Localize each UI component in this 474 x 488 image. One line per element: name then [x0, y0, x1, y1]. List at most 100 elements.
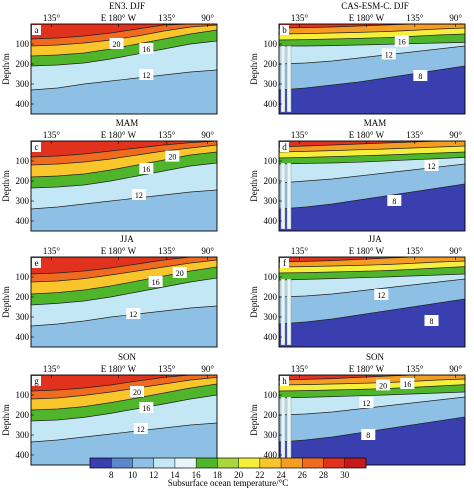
band-t20-g: [31, 384, 217, 421]
contour-label-box-g: [133, 423, 148, 434]
panel-title-h: SON: [366, 352, 385, 362]
band-top-c: [31, 141, 217, 157]
y-tick-label-g-2: 300: [16, 430, 30, 440]
x-tick-label-e-1: E 180° W: [101, 246, 137, 256]
y-tick-label-g-3: 400: [16, 450, 30, 460]
panel-d-strip-2: [286, 162, 292, 230]
panel-title-b: CAS-ESM-C. DJF: [341, 1, 409, 11]
panel-c-frame: [30, 140, 218, 232]
band-t20-e: [31, 267, 217, 305]
colorbar-tick-label-30: 30: [340, 470, 350, 480]
panel-letter-e: e: [35, 258, 39, 268]
panel-b-strip-2: [286, 45, 292, 113]
panel-letter-g: g: [34, 376, 39, 386]
panel-d-strip: [280, 162, 286, 230]
isotherm-t24-c: [31, 144, 217, 166]
band-t28-g: [31, 375, 217, 399]
y-tick-label-a-2: 300: [16, 79, 30, 89]
x-tick-label-h-0: 135°: [291, 364, 309, 374]
panel-letter-box-h: [280, 376, 289, 386]
panel-letter-box-f: [280, 258, 289, 268]
x-tick-label-b-2: 135°: [406, 13, 424, 23]
band-t20-h: [279, 384, 465, 398]
contour-label-16-c: 16: [142, 165, 150, 174]
colorbar: 8 10 12 14 16 18 20 22 24 26 28 30 Subsurface ocean …: [89, 457, 367, 488]
colorbar-tick-label-22: 22: [255, 470, 264, 480]
contour-label-box-h: [361, 429, 376, 440]
x-tick-label-c-3: 90°: [201, 130, 214, 140]
contour-label-box-h: [359, 397, 374, 408]
panel-f-strip-2: [286, 278, 292, 346]
band-deep-e: [31, 306, 217, 347]
y-tick-label-a-3: 400: [16, 99, 30, 109]
y-tick-label-b-2: 300: [264, 79, 278, 89]
contour-label-12-d: 12: [428, 162, 436, 171]
x-tick-label-c-0: 135°: [43, 130, 61, 140]
x-tick-label-h-3: 90°: [449, 364, 462, 374]
y-tick-label-d-2: 300: [264, 196, 278, 206]
panel-h-field: [279, 375, 465, 465]
band-t28-a: [31, 24, 217, 46]
y-tick-label-h-2: 300: [264, 430, 278, 440]
band-deep-d: [279, 184, 465, 231]
isotherm-t16-h: [279, 391, 465, 399]
isotherm-t8-d: [279, 183, 465, 210]
y-tick-label-d-1: 200: [264, 176, 278, 186]
y-tick-label-g-1: 200: [16, 410, 30, 420]
contour-label-box-h: [400, 378, 415, 389]
panel-e-frame: [30, 256, 218, 348]
contour-label-8-h: 8: [366, 431, 370, 440]
panel-title-d: MAM: [364, 118, 387, 128]
y-axis-label-h: Depth/m: [249, 404, 259, 436]
panel-b-frame: [278, 23, 466, 115]
isotherm-t12-c: [31, 189, 217, 210]
colorbar-label: Subsurface ocean temperature/°C: [168, 478, 289, 488]
colorbar-swatch-5: [196, 458, 218, 468]
contour-label-box-c: [139, 163, 154, 174]
panel-letter-c: c: [35, 142, 39, 152]
band-t28-e: [31, 257, 217, 282]
panel-g-field: [31, 375, 217, 465]
contour-label-16-h: 16: [403, 380, 411, 389]
x-tick-label-a-1: E 180° W: [101, 13, 137, 23]
panel-e: 20 16 12 e JJA 135° E 180° W 135° 90° 100 200 300 40…: [1, 234, 218, 348]
isotherm-t16-b: [279, 42, 465, 47]
colorbar-tick-label-10: 10: [128, 470, 138, 480]
panel-letter-d: d: [282, 142, 287, 152]
colorbar-swatch-4: [174, 458, 197, 468]
colorbar-tick-label-12: 12: [149, 470, 158, 480]
x-tick-label-c-2: 135°: [158, 130, 176, 140]
x-tick-label-d-0: 135°: [291, 130, 309, 140]
contour-label-box-e: [126, 308, 141, 319]
panel-f-strip: [280, 278, 286, 346]
panel-e-field: [31, 257, 217, 347]
y-tick-label-d-3: 400: [264, 216, 278, 226]
isotherm-t28-h: [279, 375, 465, 381]
contour-label-12-h: 12: [362, 399, 370, 408]
isotherm-t24-b: [279, 27, 465, 35]
isotherm-t20-a: [31, 29, 217, 57]
colorbar-swatch-12: [344, 458, 367, 468]
contour-label-box-c: [131, 189, 146, 200]
contour-label-8-b: 8: [418, 72, 422, 81]
contour-label-box-f: [424, 315, 439, 326]
band-t16-e: [31, 278, 217, 326]
band-t24-h: [279, 379, 465, 391]
colorbar-swatch-3: [153, 458, 176, 468]
x-tick-label-a-3: 90°: [201, 13, 214, 23]
contour-label-box-b: [394, 35, 409, 47]
panel-d-field: [279, 141, 465, 231]
isotherm-t20-h: [279, 384, 465, 392]
contour-label-box-g: [130, 386, 145, 397]
y-tick-label-e-1: 200: [16, 292, 30, 302]
contour-label-box-d: [387, 195, 402, 206]
contour-label-16-e: 16: [152, 278, 160, 287]
y-tick-label-h-0: 100: [264, 390, 278, 400]
contour-label-8-f: 8: [430, 317, 434, 326]
colorbar-swatch-6: [217, 458, 239, 468]
band-t20-d: [279, 152, 465, 164]
y-tick-label-c-3: 400: [16, 216, 30, 226]
y-tick-label-f-2: 300: [264, 312, 278, 322]
panel-title-e: JJA: [120, 234, 134, 244]
y-tick-label-c-2: 300: [16, 196, 30, 206]
